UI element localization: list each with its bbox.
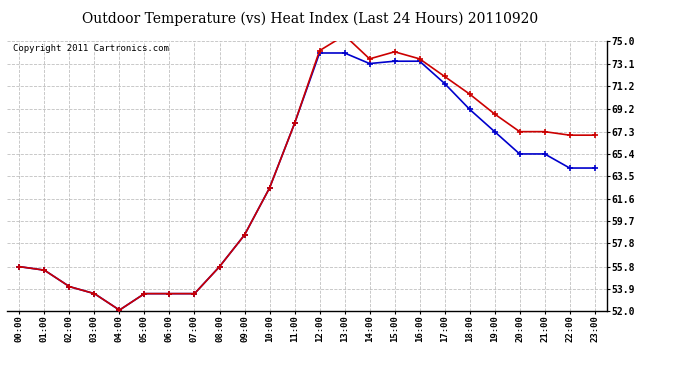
Text: Copyright 2011 Cartronics.com: Copyright 2011 Cartronics.com: [13, 44, 169, 53]
Text: Outdoor Temperature (vs) Heat Index (Last 24 Hours) 20110920: Outdoor Temperature (vs) Heat Index (Las…: [82, 11, 539, 26]
